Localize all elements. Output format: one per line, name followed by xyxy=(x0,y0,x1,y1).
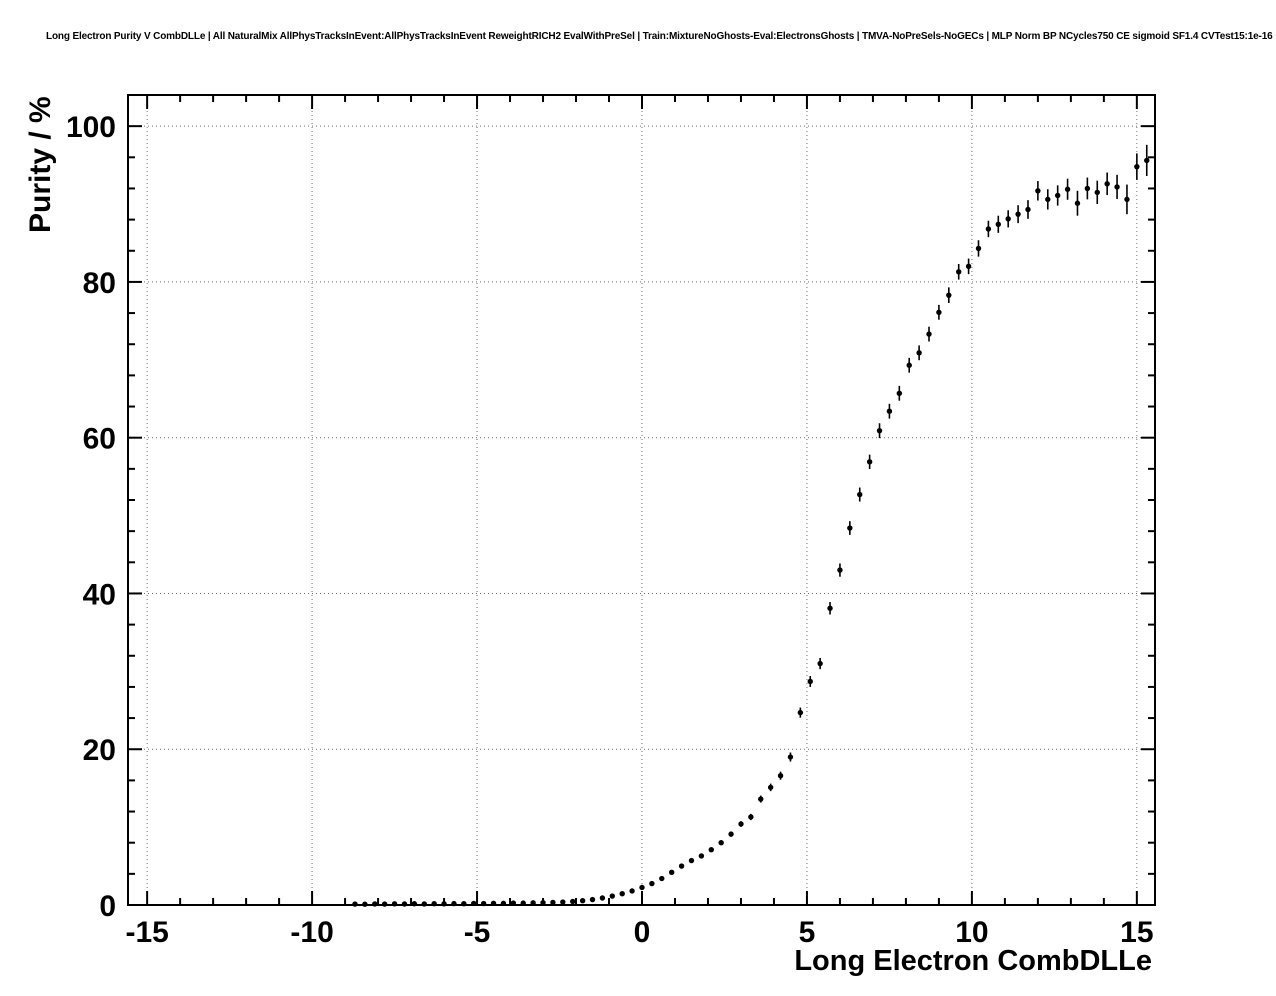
data-point xyxy=(965,263,972,270)
data-point xyxy=(1114,184,1120,190)
y-tick-label: 40 xyxy=(83,578,116,611)
data-point xyxy=(678,863,685,869)
data-point xyxy=(649,880,655,887)
y-tick-label: 20 xyxy=(83,734,116,767)
data-point xyxy=(956,269,962,275)
data-point xyxy=(1015,211,1021,217)
data-point xyxy=(639,884,645,891)
data-point xyxy=(847,525,853,531)
data-point xyxy=(906,362,912,368)
data-point xyxy=(599,895,606,901)
data-point xyxy=(827,605,833,611)
data-point xyxy=(985,226,992,232)
data-point xyxy=(896,390,903,396)
data-point xyxy=(886,408,893,414)
x-tick-label: -10 xyxy=(290,916,333,949)
data-point xyxy=(1054,192,1061,199)
data-point xyxy=(1094,189,1100,196)
data-point xyxy=(748,814,754,820)
data-point xyxy=(807,678,813,685)
data-point xyxy=(659,875,665,882)
data-point xyxy=(797,709,804,716)
data-point xyxy=(550,899,556,906)
data-point xyxy=(1074,200,1081,206)
data-point xyxy=(936,309,942,315)
y-tick-label: 100 xyxy=(66,111,116,144)
x-tick-label: 5 xyxy=(799,916,816,949)
data-point xyxy=(609,893,616,899)
x-tick-label: 15 xyxy=(1120,916,1153,949)
x-tick-label: -5 xyxy=(464,916,491,949)
data-point xyxy=(767,784,774,791)
gridlines xyxy=(128,95,1155,905)
data-point xyxy=(758,796,764,802)
data-point xyxy=(570,898,576,905)
data-point xyxy=(1025,206,1031,213)
data-point xyxy=(817,660,823,667)
data-point xyxy=(946,292,952,298)
data-point xyxy=(579,898,586,904)
axis-ticks xyxy=(128,95,1155,906)
data-point xyxy=(718,839,724,846)
data-point xyxy=(619,891,625,897)
data-point xyxy=(777,773,784,779)
data-point xyxy=(1064,186,1071,192)
x-axis-title: Long Electron CombDLLe xyxy=(794,945,1152,977)
data-point xyxy=(857,491,863,498)
data-point xyxy=(589,896,596,903)
data-point xyxy=(688,857,695,864)
data-point xyxy=(866,459,873,465)
error-bars xyxy=(354,144,1148,905)
data-point xyxy=(698,853,705,859)
data-point xyxy=(738,821,744,827)
data-point xyxy=(560,899,566,905)
y-tick-label: 60 xyxy=(83,423,116,456)
data-points xyxy=(352,157,1150,907)
data-point xyxy=(876,427,883,434)
data-point xyxy=(708,847,714,853)
data-point xyxy=(975,245,982,252)
y-tick-labels: 0 20 40 60 80 100 xyxy=(66,111,116,923)
data-point xyxy=(668,869,675,875)
data-point xyxy=(728,831,734,837)
data-point xyxy=(1134,163,1140,170)
x-tick-label: 10 xyxy=(955,916,988,949)
data-point xyxy=(916,350,922,356)
x-tick-label: 0 xyxy=(634,916,651,949)
data-point xyxy=(1005,216,1011,222)
x-tick-label: -15 xyxy=(125,916,168,949)
y-tick-label: 0 xyxy=(99,890,116,923)
plot-title: Long Electron Purity V CombDLLe | All Na… xyxy=(46,31,1276,42)
data-point xyxy=(1035,188,1041,194)
data-point xyxy=(926,331,932,337)
x-tick-labels: -15 -10 -5 0 5 10 15 xyxy=(125,916,1153,949)
y-tick-label: 80 xyxy=(83,267,116,300)
data-point xyxy=(1104,181,1110,187)
data-point xyxy=(837,567,843,573)
data-point xyxy=(995,221,1001,227)
data-point xyxy=(787,754,794,760)
data-point xyxy=(1045,196,1051,203)
data-point xyxy=(1124,196,1130,203)
data-point xyxy=(1084,185,1091,192)
data-point xyxy=(629,888,635,894)
data-point xyxy=(1144,157,1150,164)
